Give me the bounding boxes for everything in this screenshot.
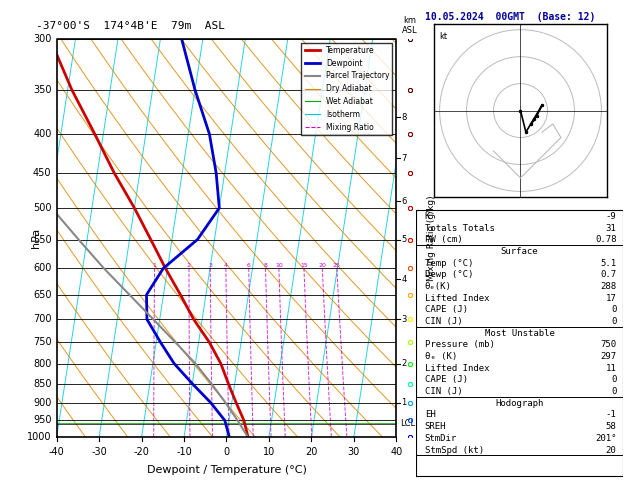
Text: Most Unstable: Most Unstable [484, 329, 555, 338]
Text: 31: 31 [606, 224, 616, 232]
Text: -40: -40 [48, 447, 65, 457]
Text: 0: 0 [611, 305, 616, 314]
Text: -37°00'S  174°4B'E  79m  ASL: -37°00'S 174°4B'E 79m ASL [36, 21, 225, 31]
Text: LCL: LCL [399, 419, 415, 428]
Text: 0: 0 [223, 447, 230, 457]
Text: Dewp (°C): Dewp (°C) [425, 270, 473, 279]
Text: 950: 950 [33, 416, 52, 425]
Text: -1: -1 [606, 411, 616, 419]
Text: 17: 17 [606, 294, 616, 303]
Text: 25: 25 [333, 263, 341, 268]
Text: 500: 500 [33, 203, 52, 213]
Text: 10: 10 [275, 263, 283, 268]
Text: -30: -30 [91, 447, 107, 457]
Text: Hodograph: Hodograph [496, 399, 543, 408]
Text: PW (cm): PW (cm) [425, 235, 462, 244]
Text: 3: 3 [401, 315, 407, 324]
Text: 4: 4 [224, 263, 228, 268]
Text: 58: 58 [606, 422, 616, 431]
Text: 300: 300 [33, 34, 52, 44]
Text: StmSpd (kt): StmSpd (kt) [425, 446, 484, 454]
Text: θₑ(K): θₑ(K) [425, 282, 452, 291]
Text: 288: 288 [601, 282, 616, 291]
Text: 8: 8 [401, 113, 407, 122]
Text: 1: 1 [153, 263, 157, 268]
Text: 20: 20 [318, 263, 326, 268]
Text: CIN (J): CIN (J) [425, 317, 462, 326]
Text: 4: 4 [401, 275, 406, 284]
Text: θₑ (K): θₑ (K) [425, 352, 457, 361]
Text: 2: 2 [187, 263, 191, 268]
Text: kt: kt [440, 33, 448, 41]
Text: 1000: 1000 [27, 433, 52, 442]
Text: -20: -20 [133, 447, 150, 457]
Text: 30: 30 [348, 447, 360, 457]
Text: StmDir: StmDir [425, 434, 457, 443]
Text: 20: 20 [606, 446, 616, 454]
Text: 0.7: 0.7 [601, 270, 616, 279]
Text: EH: EH [425, 411, 435, 419]
Text: CAPE (J): CAPE (J) [425, 375, 467, 384]
Text: Totals Totals: Totals Totals [425, 224, 494, 232]
Text: CAPE (J): CAPE (J) [425, 305, 467, 314]
Text: 6: 6 [247, 263, 251, 268]
Text: 600: 600 [33, 263, 52, 273]
Text: 8: 8 [264, 263, 267, 268]
Text: 5: 5 [401, 235, 406, 244]
Text: 3: 3 [208, 263, 212, 268]
Text: 0: 0 [611, 317, 616, 326]
Text: 7: 7 [401, 154, 407, 162]
Text: 0: 0 [611, 387, 616, 396]
Text: K: K [425, 212, 430, 221]
Text: 450: 450 [33, 168, 52, 178]
Text: 700: 700 [33, 314, 52, 324]
Text: 800: 800 [33, 359, 52, 368]
Text: 1: 1 [401, 398, 406, 407]
Text: Dewpoint / Temperature (°C): Dewpoint / Temperature (°C) [147, 465, 306, 475]
Text: 850: 850 [33, 379, 52, 389]
Text: SREH: SREH [425, 422, 446, 431]
Text: 10.05.2024  00GMT  (Base: 12): 10.05.2024 00GMT (Base: 12) [425, 12, 595, 22]
Text: 0: 0 [611, 375, 616, 384]
Text: 20: 20 [305, 447, 318, 457]
Text: 400: 400 [33, 129, 52, 139]
Text: 2: 2 [401, 359, 406, 368]
Text: CIN (J): CIN (J) [425, 387, 462, 396]
Text: 297: 297 [601, 352, 616, 361]
Text: Temp (°C): Temp (°C) [425, 259, 473, 268]
Text: 0.78: 0.78 [595, 235, 616, 244]
Text: 6: 6 [401, 197, 407, 206]
Text: 650: 650 [33, 290, 52, 300]
Text: 750: 750 [601, 340, 616, 349]
Text: hPa: hPa [31, 228, 42, 248]
Legend: Temperature, Dewpoint, Parcel Trajectory, Dry Adiabat, Wet Adiabat, Isotherm, Mi: Temperature, Dewpoint, Parcel Trajectory… [301, 43, 392, 135]
Text: km
ASL: km ASL [402, 16, 418, 35]
Text: 350: 350 [33, 85, 52, 95]
Text: 15: 15 [300, 263, 308, 268]
Text: 900: 900 [33, 398, 52, 408]
Text: Mixing Ratio (g/kg): Mixing Ratio (g/kg) [427, 195, 436, 281]
Text: 550: 550 [33, 235, 52, 244]
Text: 201°: 201° [595, 434, 616, 443]
Text: Pressure (mb): Pressure (mb) [425, 340, 494, 349]
Text: Lifted Index: Lifted Index [425, 364, 489, 373]
Text: 10: 10 [263, 447, 275, 457]
Text: 750: 750 [33, 337, 52, 347]
Text: Lifted Index: Lifted Index [425, 294, 489, 303]
Text: 11: 11 [606, 364, 616, 373]
Text: 40: 40 [390, 447, 403, 457]
Text: -9: -9 [606, 212, 616, 221]
Text: -10: -10 [176, 447, 192, 457]
Text: Surface: Surface [501, 247, 538, 256]
Text: 5.1: 5.1 [601, 259, 616, 268]
